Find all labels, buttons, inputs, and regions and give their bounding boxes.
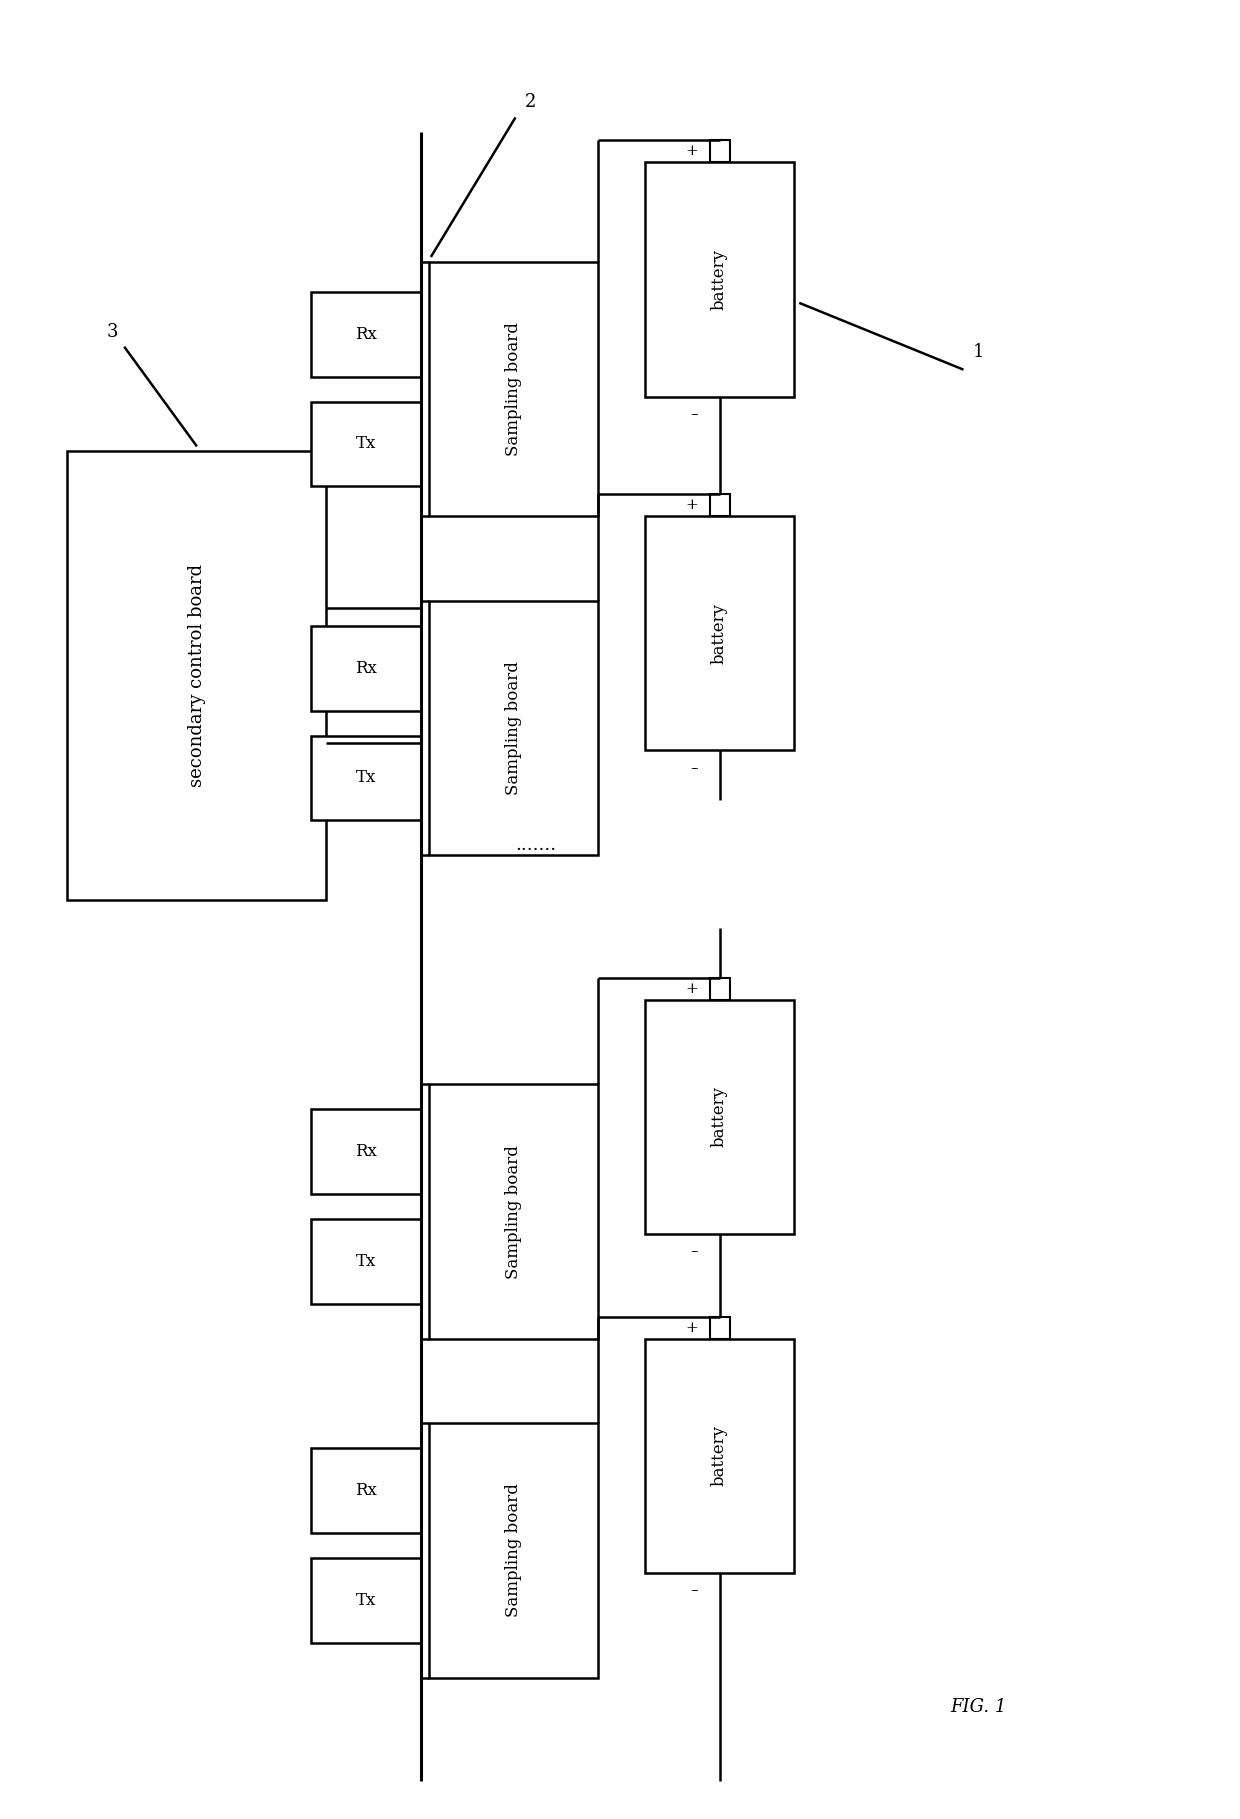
- Text: battery: battery: [711, 249, 728, 309]
- Text: Rx: Rx: [355, 1482, 377, 1499]
- Bar: [645, 1339, 794, 1573]
- Text: -: -: [689, 1583, 696, 1599]
- Text: +: +: [686, 144, 698, 158]
- Text: Tx: Tx: [356, 435, 376, 453]
- Bar: [429, 262, 598, 517]
- Text: -: -: [689, 760, 696, 777]
- Bar: [709, 495, 729, 517]
- Bar: [67, 451, 326, 900]
- Text: Sampling board: Sampling board: [505, 322, 522, 457]
- Text: Rx: Rx: [355, 1144, 377, 1161]
- Bar: [709, 1317, 729, 1339]
- Text: battery: battery: [711, 1086, 728, 1148]
- Bar: [709, 979, 729, 1000]
- Bar: [709, 140, 729, 162]
- Text: Tx: Tx: [356, 1253, 376, 1270]
- Text: battery: battery: [711, 602, 728, 664]
- Text: 2: 2: [525, 93, 536, 111]
- Text: +: +: [686, 498, 698, 513]
- Bar: [645, 162, 794, 397]
- Text: battery: battery: [711, 1426, 728, 1486]
- Bar: [645, 517, 794, 751]
- Text: 3: 3: [107, 322, 118, 340]
- Text: -: -: [692, 1244, 697, 1261]
- Text: -: -: [692, 760, 697, 777]
- Text: Sampling board: Sampling board: [505, 1144, 522, 1279]
- Text: Rx: Rx: [355, 660, 377, 677]
- Text: Sampling board: Sampling board: [505, 1484, 522, 1617]
- Bar: [311, 1110, 420, 1193]
- Text: Tx: Tx: [356, 1592, 376, 1608]
- Bar: [311, 402, 420, 486]
- Text: Tx: Tx: [356, 769, 376, 786]
- Text: +: +: [686, 1321, 698, 1335]
- Text: 1: 1: [972, 342, 985, 360]
- Bar: [311, 1448, 420, 1533]
- Bar: [311, 1219, 420, 1304]
- Text: .......: .......: [515, 837, 556, 855]
- Bar: [645, 1000, 794, 1233]
- Text: secondary control board: secondary control board: [188, 564, 206, 788]
- Bar: [311, 1559, 420, 1643]
- Text: +: +: [686, 982, 698, 995]
- Bar: [311, 626, 420, 711]
- Text: -: -: [692, 1583, 697, 1599]
- Bar: [429, 600, 598, 855]
- Bar: [429, 1084, 598, 1339]
- Text: Rx: Rx: [355, 326, 377, 342]
- Bar: [429, 1424, 598, 1677]
- Text: -: -: [689, 1244, 696, 1261]
- Bar: [311, 735, 420, 820]
- Text: -: -: [692, 406, 697, 424]
- Text: Sampling board: Sampling board: [505, 660, 522, 795]
- Text: FIG. 1: FIG. 1: [950, 1697, 1007, 1715]
- Bar: [311, 291, 420, 377]
- Text: -: -: [689, 406, 696, 424]
